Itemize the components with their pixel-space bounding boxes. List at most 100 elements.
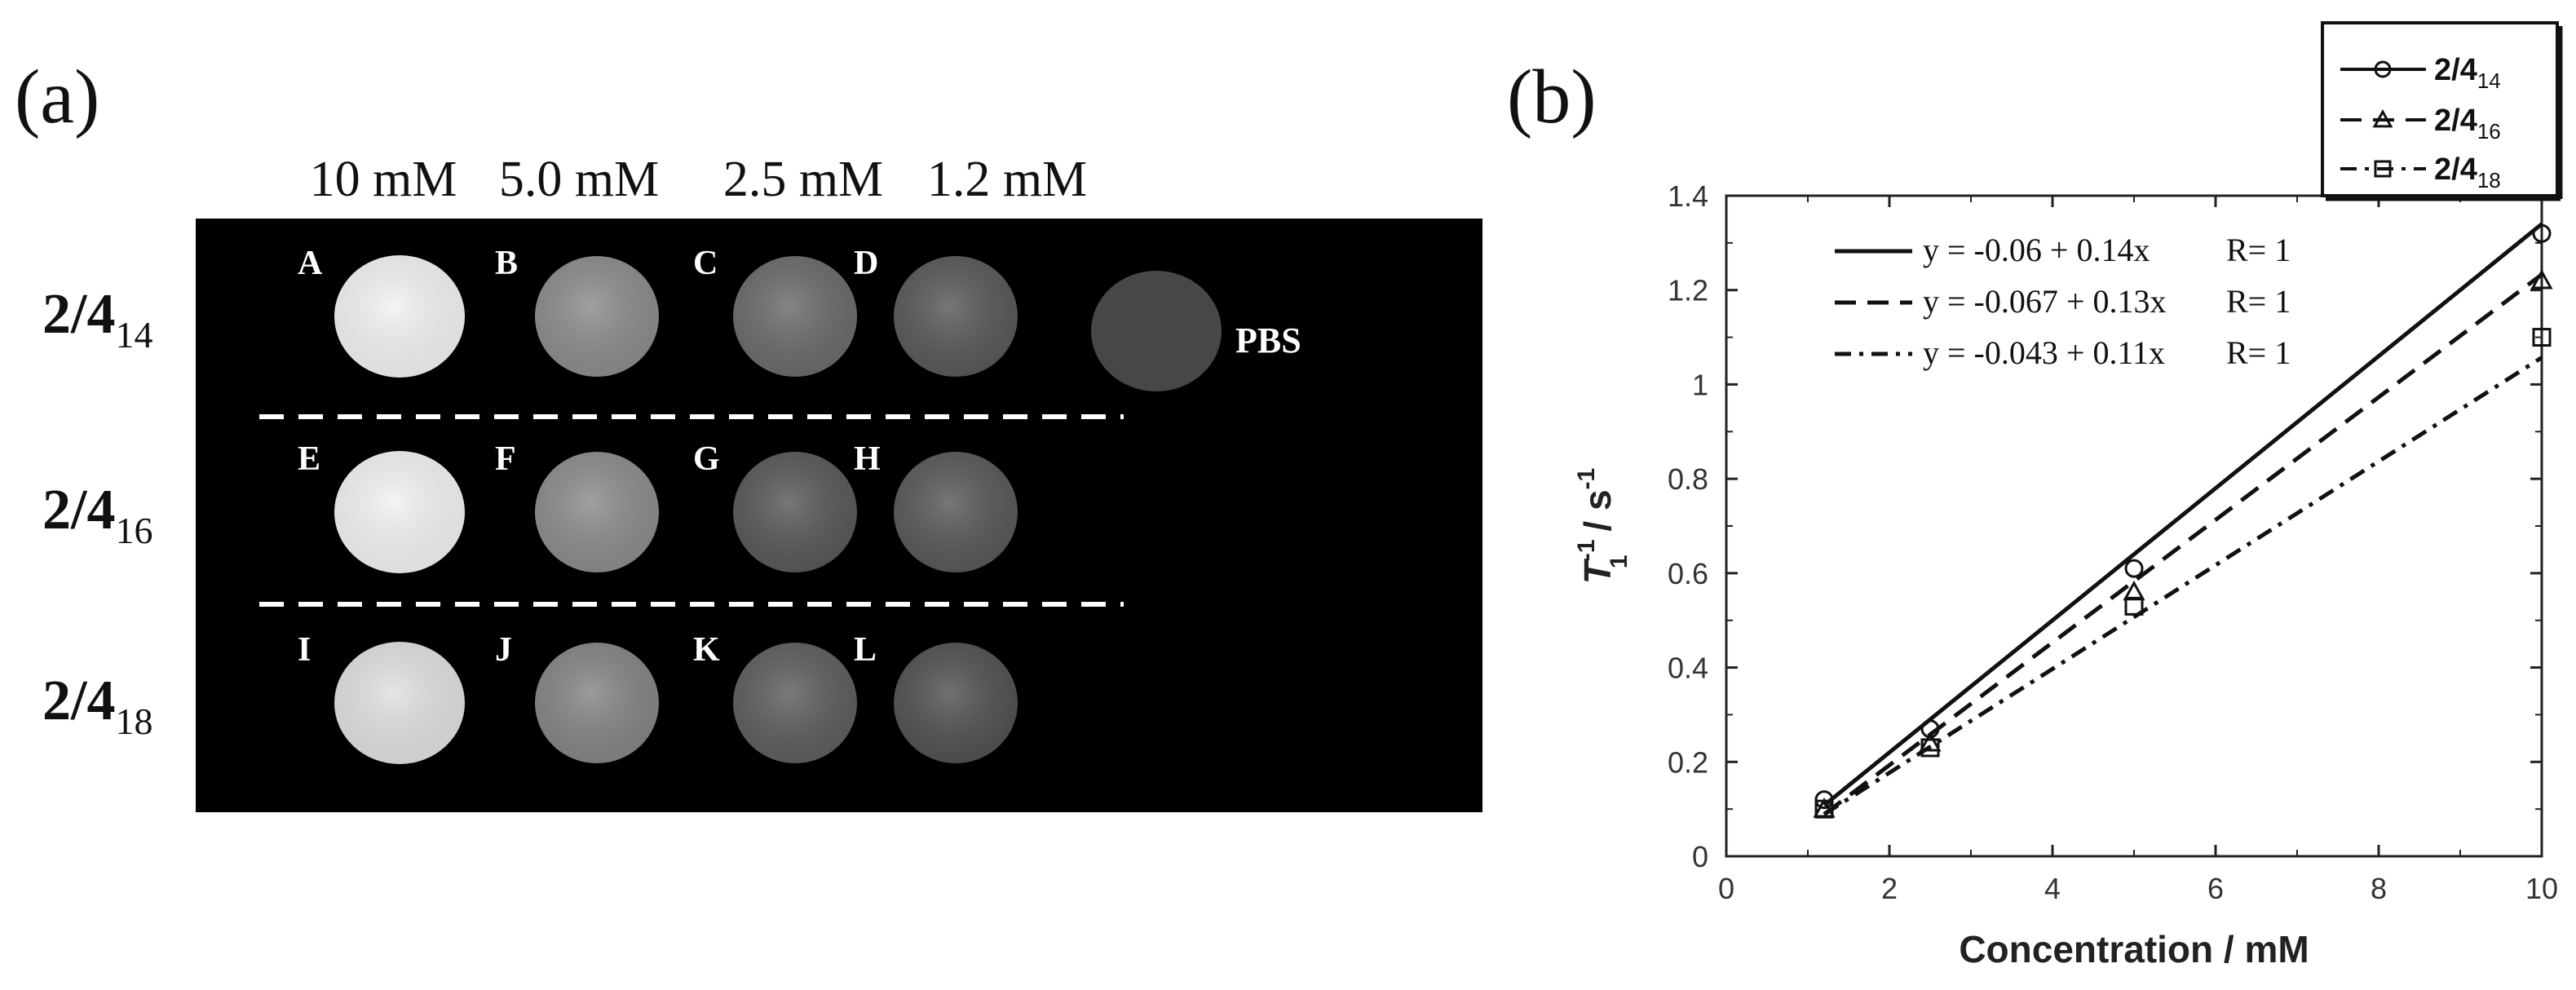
row-label: 2/414: [42, 283, 152, 356]
y-tick-label: 0.6: [1668, 557, 1708, 590]
x-axis-label: Concentration / mM: [1959, 928, 2309, 970]
data-point: [1920, 719, 1940, 739]
legend-entry-sub: 16: [2477, 119, 2501, 144]
fit-equation: y = -0.06 + 0.14x: [1923, 232, 2150, 268]
legend-entry: 2/416: [2434, 104, 2501, 144]
y-axis-label-main: T: [1576, 558, 1619, 584]
fit-r-value: R= 1: [2226, 232, 2291, 268]
wells: A B C D E F G H I J K L PBS: [298, 245, 1301, 764]
x-tick-label: 0: [1718, 872, 1734, 905]
well-letter: C: [693, 245, 718, 282]
x-tick-label: 2: [1881, 872, 1898, 905]
well-letter: A: [298, 245, 323, 282]
fit-line: [1823, 356, 2543, 816]
fit-r-value: R= 1: [2226, 334, 2291, 371]
plot-axes: 0 2 4 6 8 10 0 0.2 0.4 0.6 0.8 1 1.2 1.4 Concentration…: [1573, 179, 2558, 970]
legend-marker: [2372, 109, 2393, 128]
data-point: [1919, 731, 1942, 752]
mri-well-shading: [733, 643, 857, 763]
row-label-main: 2/4: [42, 479, 115, 541]
data-point: [1814, 790, 1834, 810]
concentration-label: 2.5 mM: [723, 152, 883, 207]
y-tick-label: 1.2: [1668, 274, 1708, 307]
mri-well-shading: [334, 451, 465, 573]
y-axis-label: T-11 / s-1: [1573, 468, 1633, 584]
x-tick-label: 8: [2371, 872, 2387, 905]
well-letter: I: [298, 631, 311, 669]
row-label-main: 2/4: [42, 670, 115, 732]
y-axis-label-unit-sup: -1: [1573, 468, 1600, 490]
data-point: [2124, 596, 2144, 616]
mri-well-shading: [535, 452, 659, 572]
data-point: [1920, 738, 1940, 758]
concentration-label: 10 mM: [310, 152, 457, 207]
well-letter: J: [495, 631, 512, 669]
mri-well-shading: [733, 452, 857, 572]
y-tick-label: 1: [1692, 368, 1708, 401]
legend-entry-main: 2/4: [2434, 152, 2477, 187]
panel-b: (b) 0 2 4 6 8 10 0 0.2 0.4 0.6 0.8 1 1.2 1.4 Concentra…: [1507, 21, 2563, 970]
well-letter: K: [693, 631, 720, 669]
mri-well-shading: [894, 256, 1018, 377]
panel-b-label: (b): [1507, 55, 1597, 139]
data-points: [1813, 223, 2553, 819]
well-letter: B: [495, 245, 518, 282]
mri-well-shading: [334, 642, 465, 764]
y-tick-label: 0.2: [1668, 745, 1708, 779]
y-tick-label: 0: [1692, 840, 1708, 873]
concentration-headers: 10 mM 5.0 mM 2.5 mM 1.2 mM: [310, 152, 1088, 207]
legend-marker: [2374, 160, 2392, 178]
y-tick-label: 0.8: [1668, 462, 1708, 496]
legend-entry-sub: 18: [2477, 168, 2501, 192]
fit-line: [1823, 272, 2543, 816]
pbs-well: [1091, 271, 1222, 391]
data-point: [2124, 559, 2144, 578]
well-letter: E: [298, 440, 320, 478]
x-tick-label: 6: [2207, 872, 2224, 905]
fit-lines: [1823, 222, 2543, 816]
y-axis-label-sup: -1: [1573, 540, 1600, 561]
legend-entry-main: 2/4: [2434, 104, 2477, 138]
fit-equation: y = -0.043 + 0.11x: [1923, 334, 2165, 371]
legend-entry: 2/414: [2434, 53, 2501, 93]
mri-well-shading: [894, 452, 1018, 572]
mri-well-shading: [334, 255, 465, 378]
x-tick-label: 4: [2044, 872, 2061, 905]
data-point: [2532, 223, 2552, 243]
x-tick-label: 10: [2525, 872, 2558, 905]
legend-entry: 2/418: [2434, 152, 2501, 192]
y-tick-label: 1.4: [1668, 179, 1708, 213]
row-label-sub: 14: [115, 314, 152, 356]
well-letter: F: [495, 440, 516, 478]
mri-well-shading: [894, 643, 1018, 763]
well-letter: G: [693, 440, 720, 478]
data-point: [1814, 799, 1834, 819]
fit-equation: y = -0.067 + 0.13x: [1923, 283, 2166, 320]
fit-equations: y = -0.06 + 0.14x R= 1 y = -0.067 + 0.13x R…: [1835, 232, 2291, 371]
legend-marker: [2374, 60, 2392, 78]
row-label-sub: 18: [115, 701, 152, 742]
panel-a: (a) 10 mM 5.0 mM 2.5 mM 1.2 mM 2/4142/4162/…: [15, 55, 1482, 812]
well-letter: D: [854, 245, 878, 282]
y-axis-label-sub: 1: [1606, 555, 1633, 568]
legend-entry-sub: 14: [2477, 69, 2501, 93]
pbs-label: PBS: [1235, 320, 1301, 360]
legend-box: [2321, 21, 2559, 197]
mri-well-shading: [535, 256, 659, 377]
well-letter: L: [854, 631, 877, 669]
y-tick-label: 0.4: [1668, 652, 1708, 685]
legend-entry-main: 2/4: [2434, 53, 2477, 87]
concentration-label: 1.2 mM: [927, 152, 1087, 207]
data-point: [2532, 328, 2552, 347]
row-label-main: 2/4: [42, 283, 115, 346]
y-axis-label-unit: / s: [1576, 489, 1619, 541]
panel-a-label: (a): [15, 55, 99, 139]
row-label: 2/416: [42, 479, 152, 551]
fit-r-value: R= 1: [2226, 283, 2291, 320]
row-label: 2/418: [42, 670, 152, 742]
mri-well-shading: [733, 256, 857, 377]
concentration-label: 5.0 mM: [499, 152, 659, 207]
